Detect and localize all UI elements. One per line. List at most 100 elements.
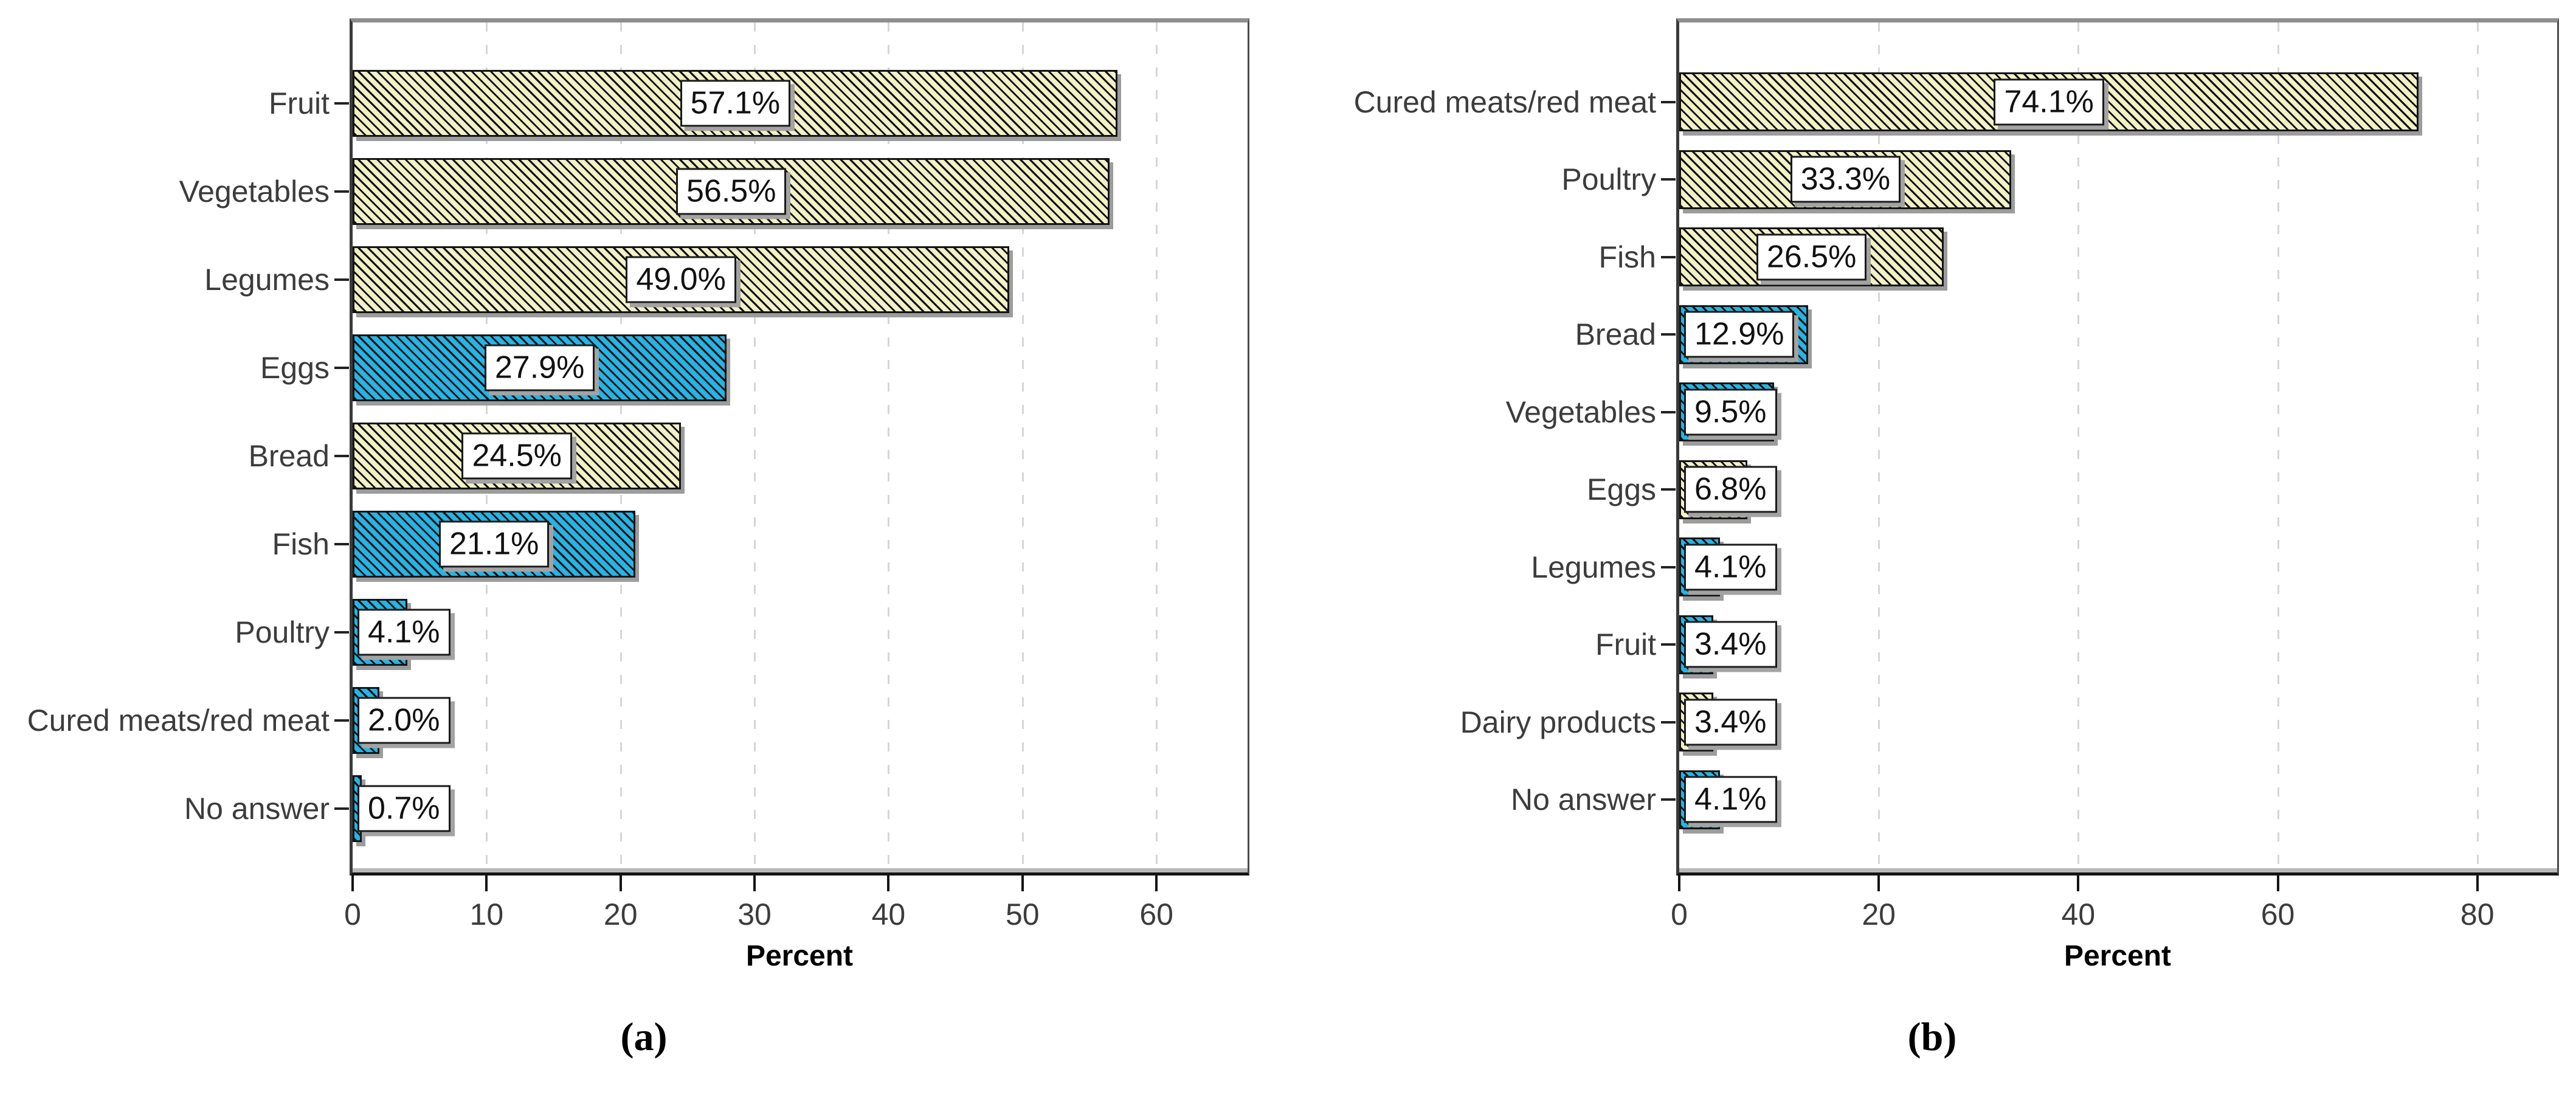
x-tick-label: 10	[469, 897, 504, 931]
x-tick-mark	[1155, 876, 1158, 891]
x-tick-label: 60	[1139, 897, 1173, 931]
category-tick-mark	[334, 719, 349, 722]
x-tick-label: 0	[344, 897, 361, 931]
x-tick-mark	[1021, 876, 1024, 891]
value-label: 27.9%	[484, 344, 595, 392]
x-axis-title-a: Percent	[745, 940, 854, 972]
category-tick-mark	[1661, 410, 1676, 413]
gridline	[1021, 22, 1024, 872]
value-label: 4.1%	[357, 609, 451, 656]
bar-row: Fruit 57.1%	[269, 70, 1248, 137]
value-label: 49.0%	[626, 256, 736, 303]
x-tick-label: 50	[1005, 897, 1040, 931]
category-tick-mark	[1661, 333, 1676, 336]
bar-row: Eggs 6.8%	[1587, 460, 2557, 519]
category-label-fish: Fish	[272, 527, 330, 561]
bar-row: Fish 21.1%	[272, 511, 1248, 578]
value-label: 21.1%	[438, 520, 550, 568]
category-label-eggs: Eggs	[1587, 472, 1656, 506]
x-tick-mark	[1877, 876, 1880, 891]
value-label: 56.5%	[676, 168, 787, 215]
x-tick-mark	[2276, 876, 2279, 891]
value-label: 9.5%	[1684, 388, 1777, 436]
category-tick-mark	[1661, 643, 1676, 646]
bar-row: Dairy products 3.4%	[1460, 693, 2557, 751]
x-tick-label: 0	[1671, 897, 1688, 931]
value-label: 26.5%	[1756, 233, 1867, 281]
category-tick-mark	[334, 367, 349, 369]
bar-row: Fruit 3.4%	[1595, 615, 2557, 674]
category-label-poultry: Poultry	[235, 615, 330, 649]
category-label-no-answer: No answer	[1511, 782, 1656, 817]
category-label-eggs: Eggs	[260, 351, 330, 385]
value-label: 74.1%	[1994, 78, 2104, 126]
gridline	[1156, 22, 1158, 872]
category-tick-mark	[334, 190, 349, 193]
bar-row: No answer 4.1%	[1511, 770, 2557, 829]
x-tick-mark	[351, 876, 354, 891]
plot-area-b: 0 20 40 60 80 Cured meats/red meat 74.1% Poultr…	[1354, 18, 2559, 931]
category-label-dairy-products: Dairy products	[1460, 705, 1656, 739]
category-label-fruit: Fruit	[269, 86, 330, 120]
category-tick-mark	[334, 807, 349, 810]
bar-row: Bread 12.9%	[1575, 305, 2557, 364]
category-tick-mark	[334, 455, 349, 457]
category-label-legumes: Legumes	[1531, 550, 1656, 584]
x-tick-mark	[619, 876, 622, 891]
x-tick-label: 60	[2260, 897, 2295, 931]
gridline	[754, 22, 756, 872]
x-axis-title-b: Percent	[2063, 940, 2172, 972]
x-tick-mark	[485, 876, 488, 891]
value-label: 33.3%	[1790, 156, 1901, 203]
x-tick-mark	[753, 876, 756, 891]
panel-caption-b: (b)	[1907, 1015, 1957, 1059]
category-label-legumes: Legumes	[204, 263, 330, 297]
x-tick-label: 40	[871, 897, 906, 931]
category-label-vegetables: Vegetables	[179, 174, 330, 209]
category-tick-mark	[1661, 720, 1676, 724]
plot-area-a: 0 10 20 30 40 50 60 Fruit 57.1% Vegetables 56.5% Le…	[27, 18, 1249, 931]
category-label-poultry: Poultry	[1561, 162, 1656, 196]
category-label-fruit: Fruit	[1595, 627, 1656, 661]
category-tick-mark	[1661, 255, 1676, 258]
bar-row: Cured meats/red meat 2.0%	[27, 687, 1248, 754]
x-tick-mark	[2476, 876, 2479, 891]
category-tick-mark	[1661, 100, 1676, 103]
bar-row: Vegetables 56.5%	[179, 158, 1248, 225]
category-label-fish: Fish	[1598, 240, 1656, 274]
category-label-cured-meats-red-meat: Cured meats/red meat	[1353, 85, 1656, 119]
x-tick-mark	[887, 876, 890, 891]
bar-row: Legumes 49.0%	[204, 246, 1248, 313]
gridline	[1878, 22, 1880, 872]
category-tick-mark	[334, 278, 349, 281]
value-label: 12.9%	[1684, 311, 1795, 358]
bar-row: No answer 0.7%	[184, 775, 1248, 842]
x-tick-mark	[1678, 876, 1680, 891]
category-tick-mark	[1661, 565, 1676, 568]
value-label: 3.4%	[1684, 698, 1777, 746]
value-label: 4.1%	[1684, 543, 1777, 591]
value-label: 2.0%	[357, 697, 451, 744]
bar-row: Vegetables 9.5%	[1506, 382, 2557, 441]
x-tick-label: 20	[1862, 897, 1896, 931]
bar-row: Fish 26.5%	[1599, 227, 2557, 286]
category-tick-mark	[1661, 488, 1676, 491]
value-label: 0.7%	[357, 785, 451, 832]
category-label-cured-meats-red-meat: Cured meats/red meat	[27, 703, 330, 737]
bar-row: Poultry 4.1%	[235, 599, 1248, 666]
gridline	[2277, 22, 2279, 872]
bar-row: Poultry 33.3%	[1561, 150, 2557, 209]
category-label-bread: Bread	[1575, 317, 1656, 351]
gridline	[2476, 22, 2479, 872]
value-label: 24.5%	[461, 432, 572, 480]
category-label-bread: Bread	[248, 439, 330, 473]
category-tick-mark	[334, 543, 349, 545]
value-label: 6.8%	[1684, 466, 1777, 513]
x-tick-label: 80	[2460, 897, 2495, 931]
bar-row: Legumes 4.1%	[1531, 537, 2557, 596]
x-tick-label: 20	[603, 897, 638, 931]
bar-row: Cured meats/red meat 74.1%	[1354, 72, 2557, 131]
gridline	[2077, 22, 2080, 872]
category-tick-mark	[1661, 178, 1676, 181]
